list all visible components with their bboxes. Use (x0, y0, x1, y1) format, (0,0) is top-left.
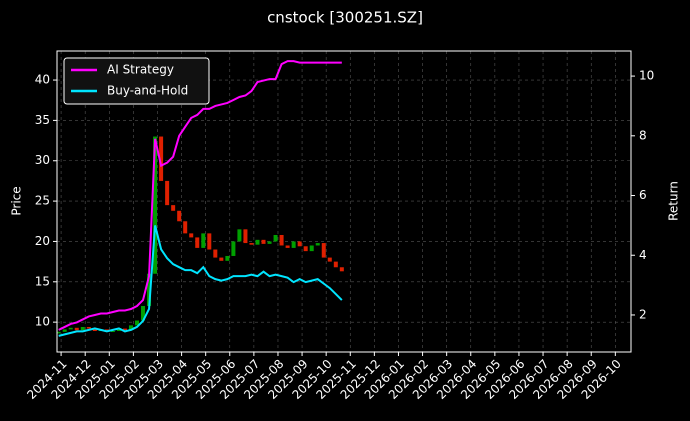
y-axis-label: Price (10, 186, 24, 215)
legend-label: Buy-and-Hold (107, 84, 188, 98)
candle (116, 328, 121, 332)
candle (309, 245, 314, 252)
y2-tick-label: 2 (639, 307, 647, 321)
candle (225, 255, 230, 261)
y-tick-label: 10 (35, 315, 50, 329)
candle (267, 241, 272, 244)
candle (303, 246, 308, 252)
candle (183, 221, 188, 234)
candle (147, 273, 152, 307)
candle (141, 306, 146, 321)
candle (333, 261, 338, 268)
candle (171, 205, 176, 211)
candle (56, 331, 61, 334)
candle (255, 239, 260, 245)
y2-tick-label: 10 (639, 69, 654, 83)
candle (207, 233, 212, 250)
series-line (58, 225, 343, 337)
candle (86, 326, 91, 329)
candle (219, 257, 224, 261)
candle (321, 243, 326, 258)
candle (279, 234, 284, 246)
y2-tick-label: 4 (639, 248, 647, 262)
candle (153, 136, 158, 274)
candle (201, 233, 206, 248)
chart-title: cnstock [300251.SZ] (267, 9, 423, 27)
candle (159, 136, 164, 181)
y-tick-label: 40 (35, 73, 50, 87)
candle (128, 325, 133, 331)
y-tick-label: 30 (35, 153, 50, 167)
y-tick-label: 35 (35, 113, 50, 127)
y2-tick-label: 6 (639, 188, 647, 202)
candle (62, 329, 67, 332)
candle (92, 328, 97, 332)
candle (68, 327, 73, 330)
candle (327, 257, 332, 262)
y-tick-label: 15 (35, 274, 50, 288)
candle (74, 327, 79, 331)
candle (261, 239, 266, 244)
candle (237, 229, 242, 242)
candle (291, 241, 296, 248)
candle (110, 331, 115, 333)
candle (285, 245, 290, 248)
candle (249, 243, 254, 245)
y2-axis-label: Return (667, 181, 681, 221)
candle (195, 237, 200, 248)
candle (297, 241, 302, 247)
candle (231, 241, 236, 256)
candle (339, 267, 344, 272)
candle (315, 243, 320, 246)
candle (189, 233, 194, 238)
candle (273, 234, 278, 242)
candle (243, 229, 248, 244)
candle (135, 320, 140, 326)
candle (177, 210, 182, 222)
candle (165, 180, 170, 206)
y-tick-label: 25 (35, 194, 50, 208)
legend-label: AI Strategy (107, 63, 174, 77)
y-tick-label: 20 (35, 234, 50, 248)
candle (80, 326, 85, 331)
plot-frame (56, 50, 632, 353)
legend-box (63, 57, 210, 105)
y2-tick-label: 8 (639, 128, 647, 142)
candle (122, 328, 127, 331)
series-line (58, 60, 342, 331)
candle (213, 249, 218, 258)
